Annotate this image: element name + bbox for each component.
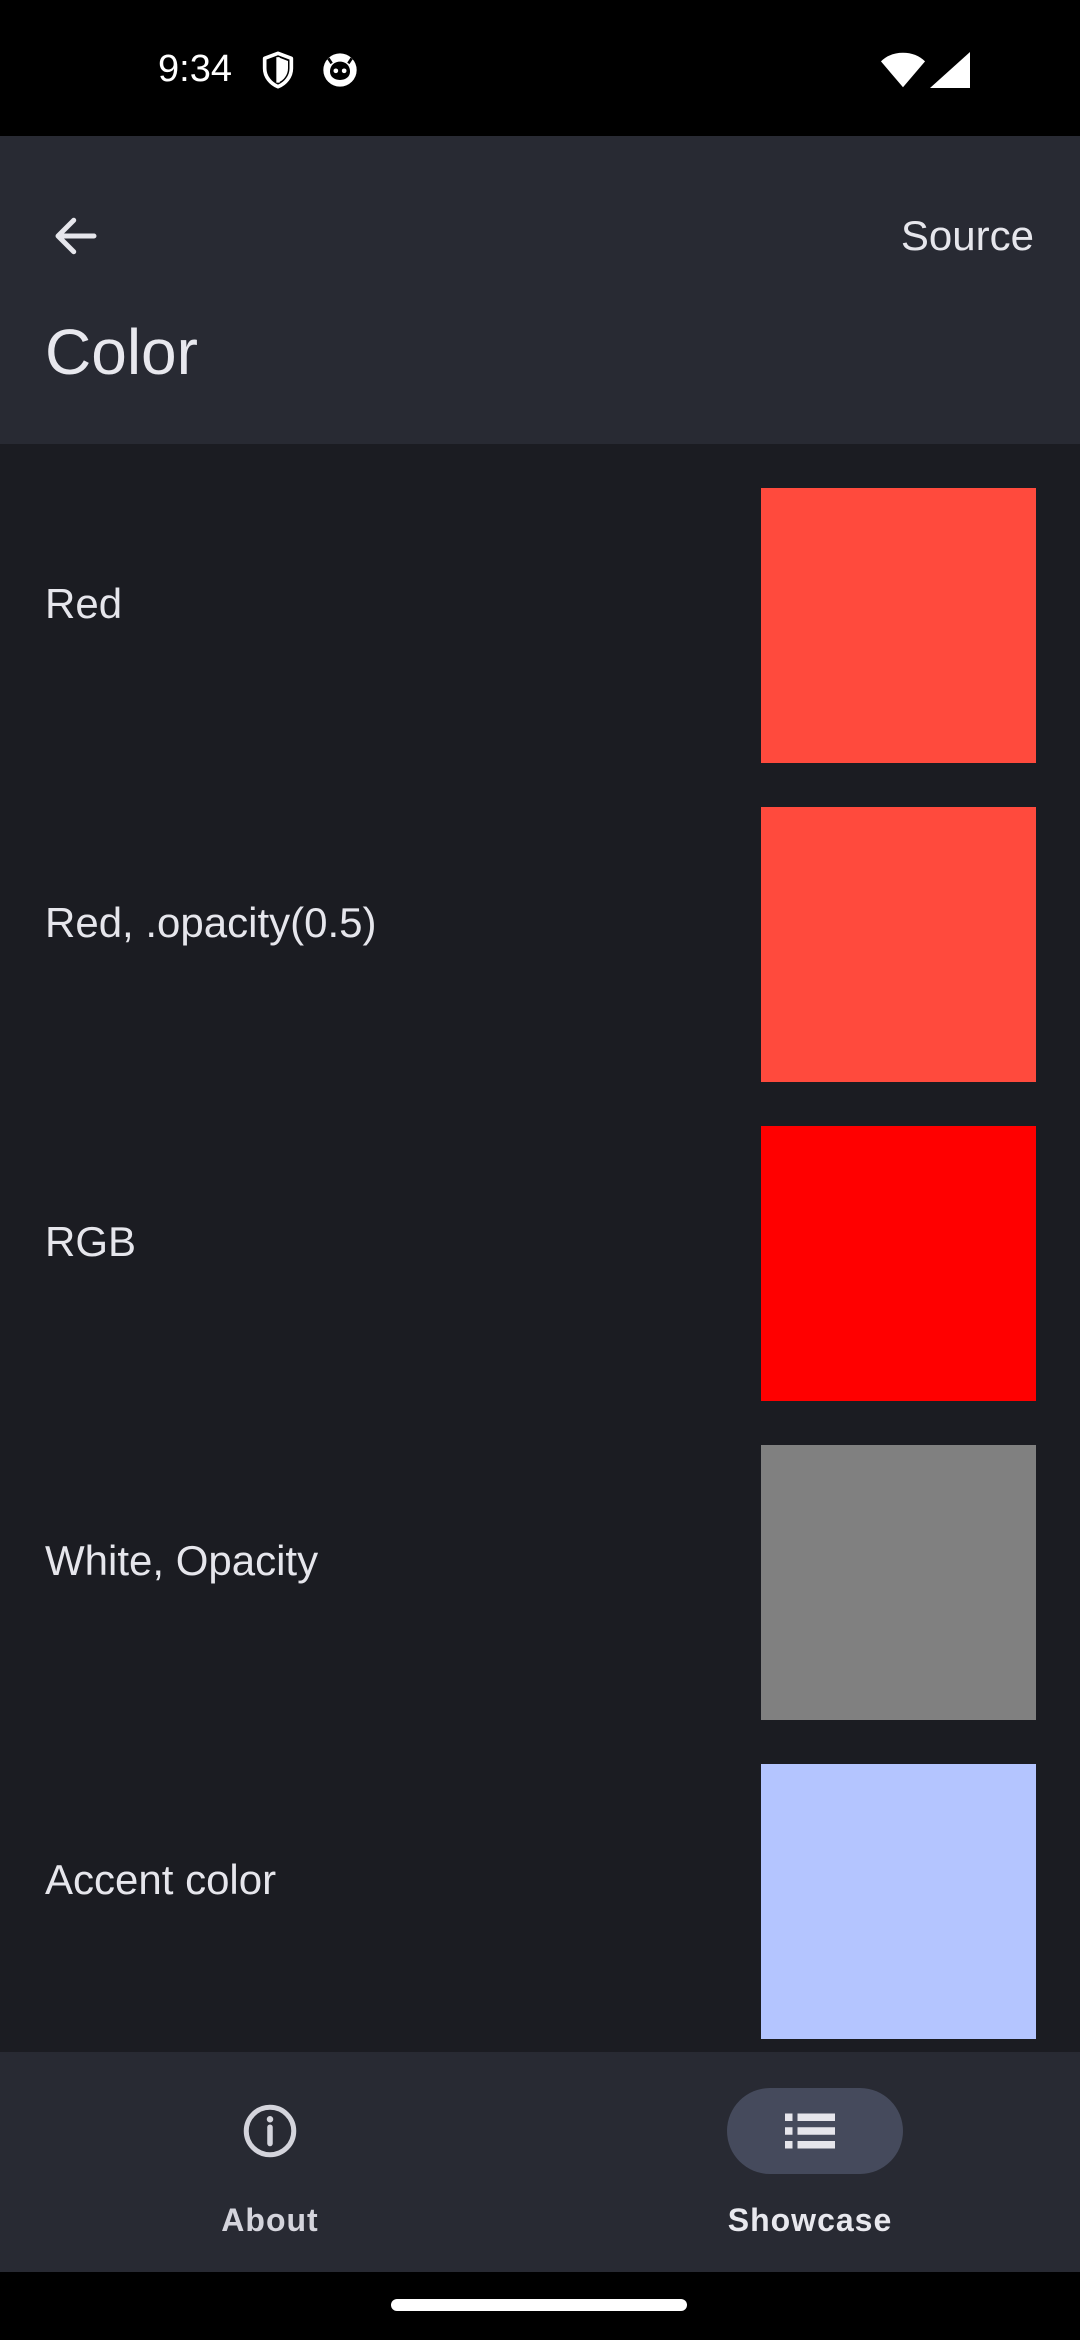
status-time: 9:34 [158,48,232,90]
list-item: Accent color [0,1720,1080,2039]
source-button[interactable]: Source [900,212,1034,259]
color-swatch [761,807,1036,1082]
gesture-navigation-bar [0,2272,1080,2340]
list-item: White, Opacity [0,1401,1080,1720]
list-item-label: Accent color [45,1855,277,1903]
color-swatch [761,1445,1036,1720]
color-list: Red Red, .opacity(0.5) RGB White, Opacit… [0,444,1080,2052]
list-item: Red [0,444,1080,763]
nav-item-showcase[interactable]: Showcase [540,2052,1080,2272]
info-icon [240,2101,300,2161]
arrow-back-icon [49,209,103,263]
bottom-navigation: About Showcase [0,2052,1080,2272]
color-swatch [761,488,1036,763]
wifi-icon [880,50,926,90]
color-swatch [761,1126,1036,1401]
home-gesture-handle[interactable] [391,2299,687,2311]
list-item-label: White, Opacity [45,1536,319,1584]
page-title: Color [45,316,198,388]
color-swatch [761,1764,1036,2039]
list-icon [780,2101,840,2161]
top-app-bar: Source Color [0,136,1080,444]
list-item-label: Red, .opacity(0.5) [45,898,377,946]
list-item-label: Red [45,579,123,627]
status-bar: 9:34 [0,0,1080,136]
list-item: Red, .opacity(0.5) [0,763,1080,1082]
nav-label: About [221,2202,319,2238]
list-item-label: RGB [45,1217,137,1265]
nav-label: Showcase [727,2202,893,2238]
app-notification-icon [320,50,360,90]
shield-icon [258,50,298,90]
back-button[interactable] [36,196,116,276]
list-item: RGB [0,1082,1080,1401]
nav-item-about[interactable]: About [0,2052,540,2272]
cellular-signal-icon [928,50,972,90]
